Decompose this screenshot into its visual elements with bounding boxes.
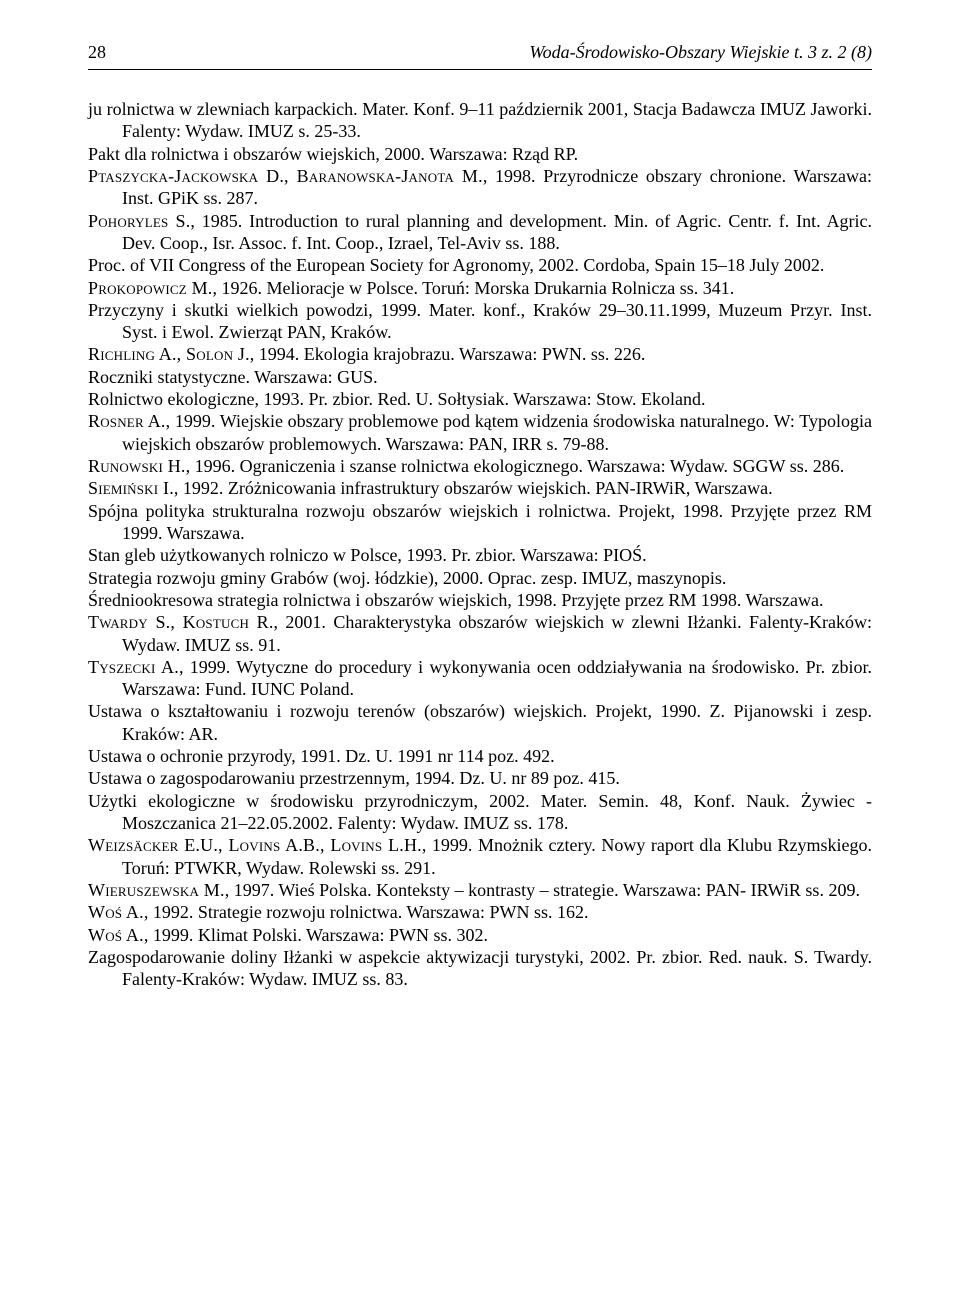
bib-entry: Ptaszycka-Jackowska D., Baranowska-Janot… [88, 165, 872, 210]
bib-entry: Zagospodarowanie doliny Iłżanki w aspekc… [88, 946, 872, 991]
bib-entry: Pohoryles S., 1985. Introduction to rura… [88, 210, 872, 255]
author-name: Twardy S., Kostuch R. [88, 612, 274, 632]
bib-entry: Przyczyny i skutki wielkich powodzi, 199… [88, 299, 872, 344]
author-name: Richling A., Solon J. [88, 344, 250, 364]
bib-entry: Spójna polityka strukturalna rozwoju obs… [88, 500, 872, 545]
author-name: Tyszecki A. [88, 657, 179, 677]
journal-title: Woda-Środowisko-Obszary Wiejskie t. 3 z.… [529, 42, 872, 63]
bib-entry: Woś A., 1999. Klimat Polski. Warszawa: P… [88, 924, 872, 946]
bib-entry: Roczniki statystyczne. Warszawa: GUS. [88, 366, 872, 388]
author-name: Pohoryles S. [88, 211, 190, 231]
bib-text: , 1999. Klimat Polski. Warszawa: PWN ss.… [144, 925, 488, 945]
bib-text: , 1992. Zróżnicowania infrastruktury obs… [174, 478, 773, 498]
author-name: Woś A. [88, 925, 144, 945]
bib-entry: Ustawa o zagospodarowaniu przestrzennym,… [88, 767, 872, 789]
bib-text: , 1994. Ekologia krajobrazu. Warszawa: P… [250, 344, 646, 364]
bib-entry: Rosner A., 1999. Wiejskie obszary proble… [88, 410, 872, 455]
bib-entry: Wieruszewska M., 1997. Wieś Polska. Kont… [88, 879, 872, 901]
bib-entry: Proc. of VII Congress of the European So… [88, 254, 872, 276]
bib-entry: Ustawa o kształtowaniu i rozwoju terenów… [88, 700, 872, 745]
author-name: Rosner A. [88, 411, 166, 431]
bibliography: ju rolnictwa w zlewniach karpackich. Mat… [88, 98, 872, 991]
bib-entry: Ustawa o ochronie przyrody, 1991. Dz. U.… [88, 745, 872, 767]
page-number: 28 [88, 42, 106, 63]
bib-entry: Siemiński I., 1992. Zróżnicowania infras… [88, 477, 872, 499]
author-name: Woś A. [88, 902, 144, 922]
bib-entry: Pakt dla rolnictwa i obszarów wiejskich,… [88, 143, 872, 165]
bib-entry: Woś A., 1992. Strategie rozwoju rolnictw… [88, 901, 872, 923]
bib-entry: Tyszecki A., 1999. Wytyczne do procedury… [88, 656, 872, 701]
bib-entry: Richling A., Solon J., 1994. Ekologia kr… [88, 343, 872, 365]
header-rule [88, 69, 872, 70]
bib-entry: Runowski H., 1996. Ograniczenia i szanse… [88, 455, 872, 477]
bib-text: , 1985. Introduction to rural planning a… [122, 211, 872, 253]
author-name: Prokopowicz M. [88, 278, 212, 298]
bib-text: , 1997. Wieś Polska. Konteksty – kontras… [225, 880, 860, 900]
bib-entry: Średniookresowa strategia rolnictwa i ob… [88, 589, 872, 611]
bib-text: , 1992. Strategie rozwoju rolnictwa. War… [144, 902, 589, 922]
bib-entry: Weizsäcker E.U., Lovins A.B., Lovins L.H… [88, 834, 872, 879]
author-name: Siemiński I. [88, 478, 174, 498]
bib-entry: Strategia rozwoju gminy Grabów (woj. łód… [88, 567, 872, 589]
author-name: Runowski H. [88, 456, 186, 476]
bib-text: , 1926. Melioracje w Polsce. Toruń: Mors… [212, 278, 734, 298]
author-name: Wieruszewska M. [88, 880, 225, 900]
bib-entry: Rolnictwo ekologiczne, 1993. Pr. zbior. … [88, 388, 872, 410]
page-container: 28 Woda-Środowisko-Obszary Wiejskie t. 3… [0, 0, 960, 1316]
bib-text: , 1999. Wytyczne do procedury i wykonywa… [122, 657, 872, 699]
author-name: Weizsäcker E.U., Lovins A.B., Lovins L.H… [88, 835, 422, 855]
bib-entry: Stan gleb użytkowanych rolniczo w Polsce… [88, 544, 872, 566]
author-name: Ptaszycka-Jackowska D., Baranowska-Janot… [88, 166, 483, 186]
bib-entry: Twardy S., Kostuch R., 2001. Charakterys… [88, 611, 872, 656]
bib-entry: Prokopowicz M., 1926. Melioracje w Polsc… [88, 277, 872, 299]
bib-text: , 1996. Ograniczenia i szanse rolnictwa … [186, 456, 845, 476]
bib-text: , 1999. Wiejskie obszary problemowe pod … [122, 411, 872, 453]
bib-entry: ju rolnictwa w zlewniach karpackich. Mat… [88, 98, 872, 143]
running-header: 28 Woda-Środowisko-Obszary Wiejskie t. 3… [88, 42, 872, 63]
bib-entry: Użytki ekologiczne w środowisku przyrodn… [88, 790, 872, 835]
